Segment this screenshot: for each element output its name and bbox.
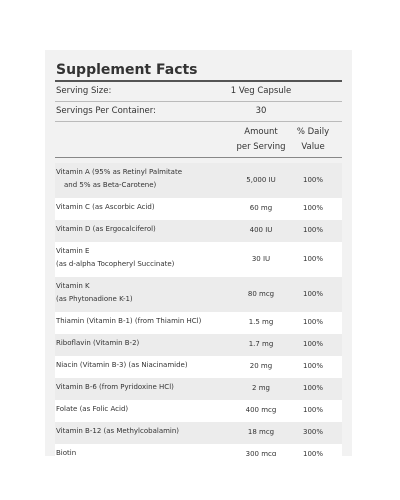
amount: 400 IU bbox=[249, 226, 273, 234]
amount: 80 mcg bbox=[247, 289, 275, 298]
amount: 30 IU bbox=[251, 254, 271, 263]
serving-rule bbox=[55, 101, 342, 102]
row-background bbox=[55, 422, 342, 444]
daily-value: 300% bbox=[302, 428, 324, 436]
column-header: % Daily bbox=[296, 127, 330, 137]
daily-value: 100% bbox=[302, 450, 324, 456]
serving-rule bbox=[55, 121, 342, 122]
daily-value: 100% bbox=[302, 406, 324, 414]
daily-value: 100% bbox=[302, 289, 324, 298]
nutrient-name: Vitamin A (95% as Retinyl Palmitate bbox=[56, 168, 183, 176]
nutrient-name: and 5% as Beta-Carotene) bbox=[64, 181, 157, 189]
amount: 60 mg bbox=[249, 204, 273, 212]
row-background bbox=[55, 277, 342, 312]
nutrient-name: Riboflavin (Vitamin B-2) bbox=[56, 339, 140, 347]
daily-value: 100% bbox=[302, 204, 324, 212]
column-header: per Serving bbox=[236, 142, 286, 152]
amount: 5,000 IU bbox=[246, 175, 276, 184]
serving-label: Serving Size: bbox=[56, 86, 112, 96]
row-background bbox=[55, 378, 342, 400]
row-background bbox=[55, 400, 342, 422]
amount: 20 mg bbox=[249, 362, 273, 370]
column-header: Value bbox=[301, 142, 325, 152]
title-rule bbox=[55, 80, 342, 82]
daily-value: 100% bbox=[302, 362, 324, 370]
amount: 300 mcg bbox=[245, 450, 277, 456]
amount: 2 mg bbox=[252, 384, 270, 392]
daily-value: 100% bbox=[302, 175, 324, 184]
nutrient-name: Vitamin B-12 (as Methylcobalamin) bbox=[56, 427, 180, 435]
title: Supplement Facts bbox=[56, 62, 198, 78]
column-header: Amount bbox=[244, 127, 278, 137]
row-background bbox=[55, 444, 342, 456]
supplement-facts-panel: Supplement Facts Serving Size: 1 Veg Capsu… bbox=[45, 50, 352, 456]
daily-value: 100% bbox=[302, 384, 324, 392]
row-background bbox=[55, 356, 342, 378]
row-background bbox=[55, 312, 342, 334]
row-background bbox=[55, 198, 342, 220]
row-background bbox=[55, 242, 342, 277]
nutrient-name: Niacin (Vitamin B-3) (as Niacinamide) bbox=[56, 361, 188, 369]
daily-value: 100% bbox=[302, 254, 324, 263]
nutrient-name: (as d-alpha Tocopheryl Succinate) bbox=[56, 260, 175, 268]
row-background bbox=[55, 334, 342, 356]
nutrient-name: Thiamin (Vitamin B-1) (from Thiamin HCl) bbox=[56, 317, 202, 325]
nutrient-name: Vitamin D (as Ergocalciferol) bbox=[56, 225, 156, 233]
nutrient-name: Vitamin C (as Ascorbic Acid) bbox=[56, 203, 155, 211]
row-background bbox=[55, 163, 342, 198]
nutrient-name: (as Phytonadione K-1) bbox=[56, 295, 133, 303]
nutrient-name: Vitamin K bbox=[56, 282, 90, 290]
amount: 1.5 mg bbox=[248, 318, 274, 326]
daily-value: 100% bbox=[302, 340, 324, 348]
nutrient-name: Vitamin E bbox=[56, 247, 90, 255]
nutrient-name: Folate (as Folic Acid) bbox=[56, 405, 129, 413]
daily-value: 100% bbox=[302, 226, 324, 234]
serving-value: 1 Veg Capsule bbox=[230, 86, 292, 96]
header-rule bbox=[55, 157, 342, 158]
daily-value: 100% bbox=[302, 318, 324, 326]
amount: 400 mcg bbox=[245, 406, 277, 414]
row-background bbox=[55, 220, 342, 242]
nutrient-name: Vitamin B-6 (from Pyridoxine HCl) bbox=[56, 383, 174, 391]
nutrient-name: Biotin bbox=[56, 449, 77, 456]
serving-label: Servings Per Container: bbox=[56, 106, 156, 116]
amount: 1.7 mg bbox=[248, 340, 274, 348]
amount: 18 mcg bbox=[247, 428, 275, 436]
serving-value: 30 bbox=[255, 106, 267, 116]
